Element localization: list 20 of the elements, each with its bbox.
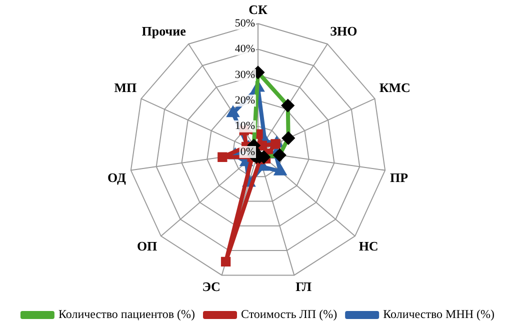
spoke-label: НС <box>358 238 378 254</box>
legend-label: Количество пациентов (%) <box>58 307 196 322</box>
legend-label: Количество МНН (%) <box>383 307 495 322</box>
spoke-label: МП <box>114 80 137 96</box>
spoke-label: ГЛ <box>296 279 312 294</box>
y-tick-label: 50% <box>234 17 255 30</box>
y-tick-label: 40% <box>234 43 255 56</box>
y-tick-label: 10% <box>234 120 255 132</box>
y-tick-label: 0% <box>240 146 255 158</box>
spoke-label: ОП <box>136 238 158 254</box>
spoke-label: ЗНО <box>330 23 358 38</box>
spoke-label: СК <box>248 2 268 18</box>
spoke-label: ПР <box>390 170 408 186</box>
spoke-label: ОД <box>108 170 126 186</box>
y-tick-label: 20% <box>234 94 255 107</box>
y-tick-label: 30% <box>234 68 255 81</box>
spoke-label: КМС <box>379 80 410 96</box>
spoke-label: ЭС <box>202 279 220 294</box>
spoke-label: Прочие <box>142 23 186 38</box>
legend-label: Стоимость ЛП (%) <box>241 307 338 322</box>
